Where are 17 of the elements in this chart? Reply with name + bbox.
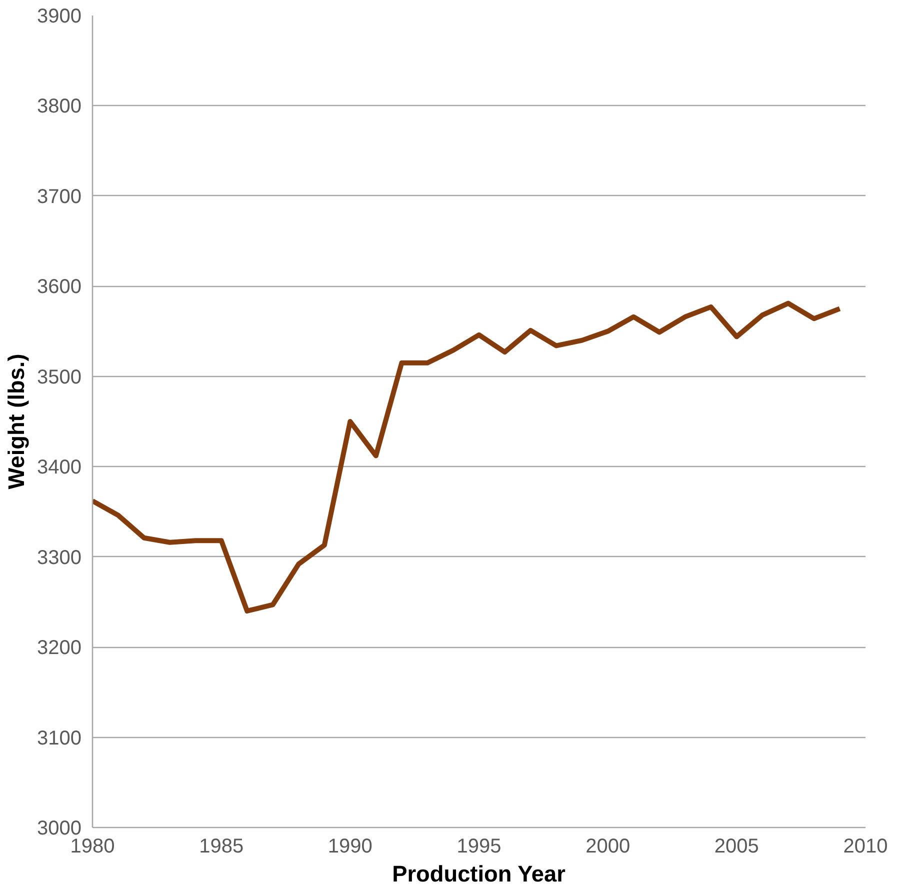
y-tick-label: 3500 — [37, 366, 82, 388]
x-tick-label: 2005 — [714, 836, 759, 858]
x-tick-label: 2000 — [586, 836, 630, 858]
y-tick-label: 3700 — [37, 186, 82, 208]
y-tick-label: 3300 — [37, 546, 82, 569]
y-tick-label: 3100 — [37, 727, 82, 750]
y-axis-title: Weight (lbs.) — [3, 354, 30, 490]
x-tick-label: 2010 — [843, 836, 888, 858]
x-tick-label: 1990 — [328, 836, 372, 858]
x-axis-title: Production Year — [392, 860, 566, 886]
y-tick-label: 3600 — [37, 276, 82, 298]
y-tick-label: 3200 — [37, 637, 82, 660]
x-tick-label: 1985 — [199, 836, 244, 858]
y-tick-label: 3900 — [37, 6, 82, 28]
y-tick-label: 3800 — [37, 96, 82, 118]
y-tick-label: 3400 — [37, 456, 82, 479]
x-tick-label: 1995 — [456, 836, 502, 858]
